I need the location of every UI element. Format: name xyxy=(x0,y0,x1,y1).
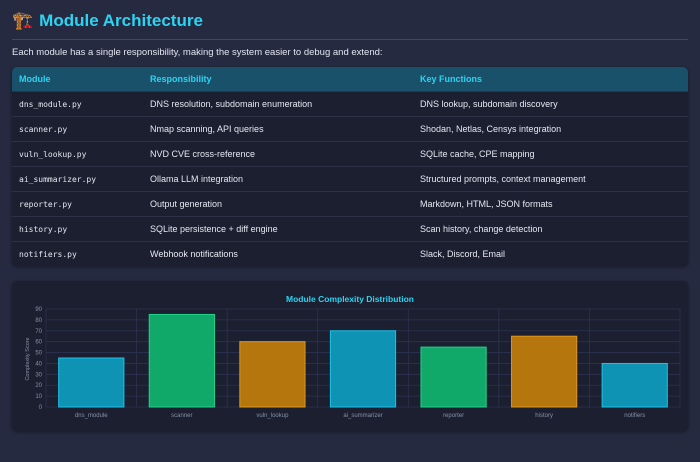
y-tick-label: 70 xyxy=(35,329,42,335)
module-cell: notifiers.py xyxy=(12,241,143,266)
construction-crane-icon: 🏗️ xyxy=(12,11,34,30)
bar-scanner xyxy=(148,313,215,408)
bar-dns-module xyxy=(58,357,125,408)
y-tick-label: 10 xyxy=(35,394,42,400)
module-cell: ai_summarizer.py xyxy=(12,166,143,192)
column-header-module: Module xyxy=(12,67,143,92)
table-row: vuln_lookup.py NVD CVE cross-reference S… xyxy=(12,141,688,167)
responsibility-cell: Ollama LLM integration xyxy=(143,166,413,192)
x-tick-label: ai_summarizer xyxy=(343,413,382,419)
table-row: ai_summarizer.py Ollama LLM integration … xyxy=(12,166,688,192)
key-functions-cell: DNS lookup, subdomain discovery xyxy=(413,91,688,117)
x-tick-label: dns_module xyxy=(75,413,108,419)
table-row: reporter.py Output generation Markdown, … xyxy=(12,191,688,217)
module-table: Module Responsibility Key Functions dns_… xyxy=(12,67,688,266)
module-cell: dns_module.py xyxy=(12,91,143,117)
y-tick-label: 60 xyxy=(35,340,42,346)
module-cell: history.py xyxy=(12,216,143,242)
key-functions-cell: Scan history, change detection xyxy=(413,216,688,242)
bar-vuln-lookup xyxy=(239,341,306,408)
bar-reporter xyxy=(420,346,487,408)
table-header-row: Module Responsibility Key Functions xyxy=(12,67,688,92)
table-row: scanner.py Nmap scanning, API queries Sh… xyxy=(12,116,688,142)
table-row: notifiers.py Webhook notifications Slack… xyxy=(12,241,688,266)
section-heading: 🏗️ Module Architecture xyxy=(12,10,688,40)
module-cell: vuln_lookup.py xyxy=(12,141,143,167)
y-tick-label: 0 xyxy=(39,405,43,411)
y-tick-label: 80 xyxy=(35,318,42,324)
bar-ai-summarizer xyxy=(329,330,397,408)
y-tick-label: 30 xyxy=(35,372,42,378)
x-tick-label: history xyxy=(535,413,553,419)
complexity-chart-card: Module Complexity Distribution Complexit… xyxy=(12,281,688,431)
y-tick-label: 50 xyxy=(35,351,42,357)
module-cell: scanner.py xyxy=(12,116,143,142)
bar-notifiers xyxy=(601,362,668,408)
responsibility-cell: SQLite persistence + diff engine xyxy=(143,216,413,242)
responsibility-cell: Output generation xyxy=(143,191,413,217)
chart-bars xyxy=(58,313,668,408)
complexity-bar-chart: Module Complexity Distribution Complexit… xyxy=(25,294,681,419)
key-functions-cell: Structured prompts, context management xyxy=(413,166,688,192)
x-tick-label: vuln_lookup xyxy=(256,413,289,419)
key-functions-cell: SQLite cache, CPE mapping xyxy=(413,141,688,167)
table-row: dns_module.py DNS resolution, subdomain … xyxy=(12,91,688,117)
key-functions-cell: Shodan, Netlas, Censys integration xyxy=(413,116,688,142)
x-tick-label: reporter xyxy=(443,413,464,419)
column-header-key-functions: Key Functions xyxy=(413,67,688,92)
y-tick-label: 20 xyxy=(35,383,42,389)
key-functions-cell: Markdown, HTML, JSON formats xyxy=(413,191,688,217)
intro-text: Each module has a single responsibility,… xyxy=(12,47,383,58)
column-header-responsibility: Responsibility xyxy=(143,67,413,92)
y-tick-label: 40 xyxy=(35,361,42,367)
page-title: Module Architecture xyxy=(39,11,203,30)
responsibility-cell: DNS resolution, subdomain enumeration xyxy=(143,91,413,117)
key-functions-cell: Slack, Discord, Email xyxy=(413,241,688,266)
table-row: history.py SQLite persistence + diff eng… xyxy=(12,216,688,242)
responsibility-cell: Webhook notifications xyxy=(143,241,413,266)
y-axis-label: Complexity Score xyxy=(25,337,31,380)
responsibility-cell: Nmap scanning, API queries xyxy=(143,116,413,142)
x-tick-label: scanner xyxy=(171,413,192,419)
chart-title: Module Complexity Distribution xyxy=(286,294,414,304)
x-tick-label: notifiers xyxy=(624,413,645,419)
bar-history xyxy=(511,335,578,408)
responsibility-cell: NVD CVE cross-reference xyxy=(143,141,413,167)
chart-ticks: 0 10 20 30 40 50 60 70 80 90 dns_module scanner vuln… xyxy=(35,307,645,419)
y-tick-label: 90 xyxy=(35,307,42,313)
module-cell: reporter.py xyxy=(12,191,143,217)
